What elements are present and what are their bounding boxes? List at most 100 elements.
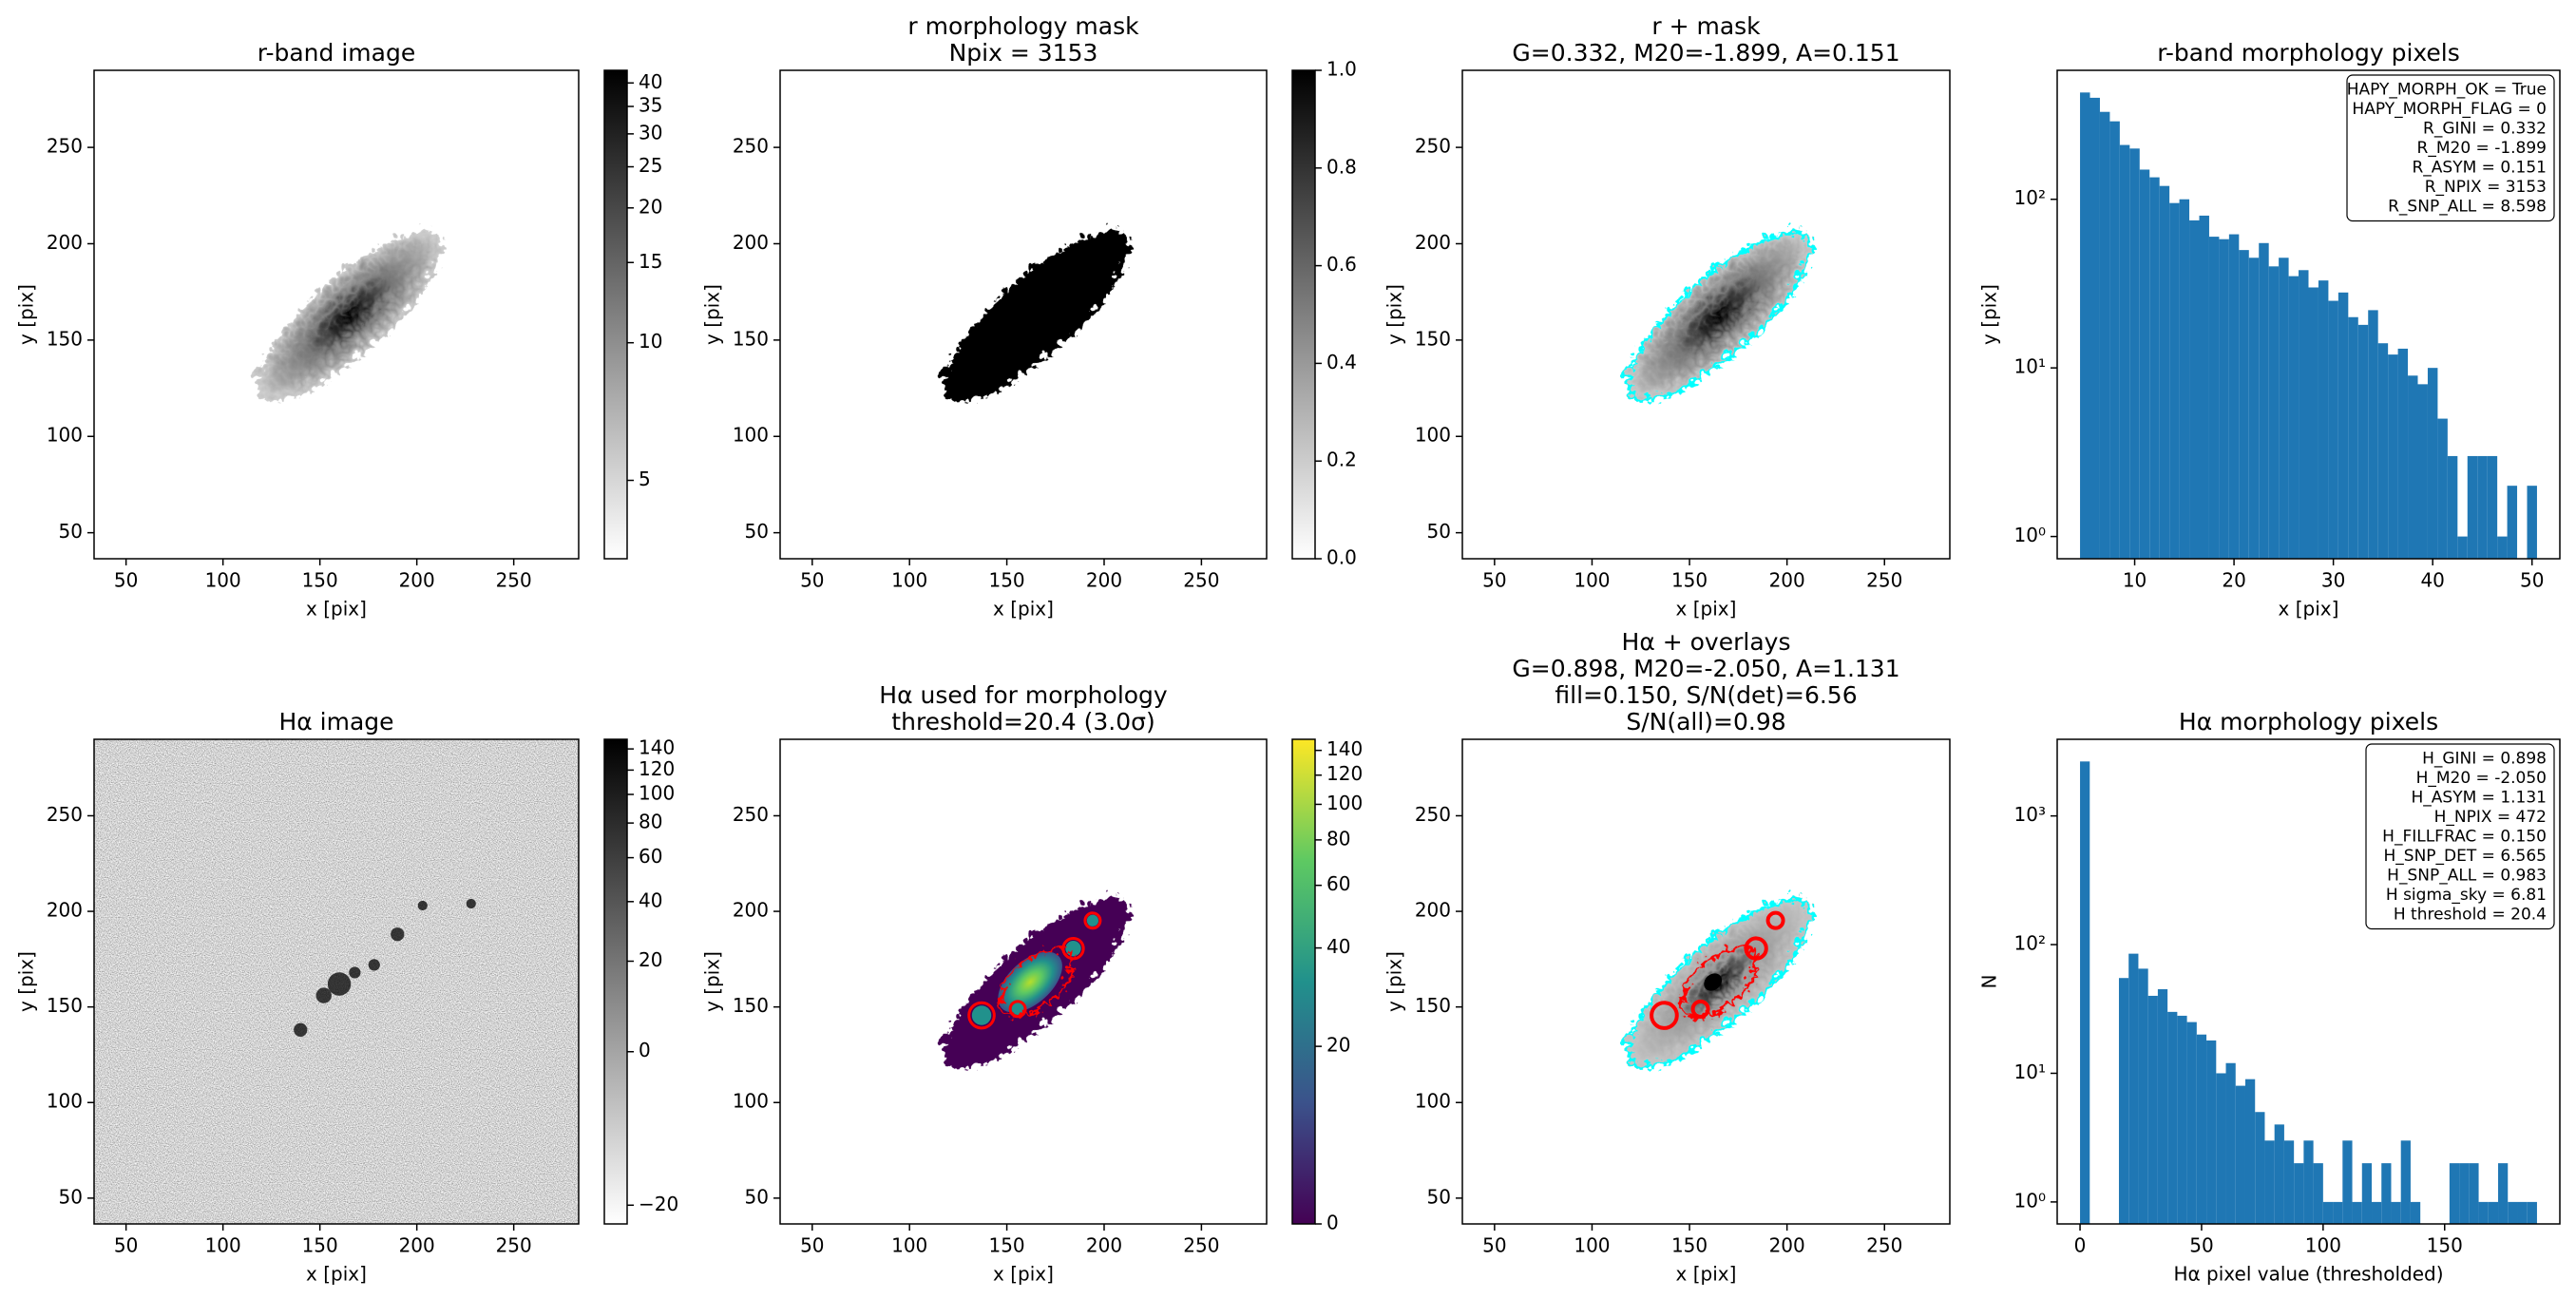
bar <box>2361 1163 2373 1224</box>
threshold-contour <box>992 946 1068 1018</box>
bar <box>2099 111 2110 559</box>
bar <box>2508 1201 2518 1224</box>
y-axis-label: y [pix] <box>701 951 724 1012</box>
bar <box>2288 276 2299 559</box>
annotation-text: H threshold = 20.4 <box>2394 905 2547 924</box>
y-tick-label: 150 <box>47 327 83 350</box>
plot-area <box>250 229 437 401</box>
colorbar-tick-label: 120 <box>639 757 675 780</box>
bar <box>2219 239 2229 559</box>
bar <box>2328 300 2338 559</box>
annotation-text: HAPY_MORPH_FLAG = 0 <box>2352 100 2547 119</box>
colorbar-tick-label: 1.0 <box>1326 58 1357 81</box>
y-tick-label: 100 <box>47 424 83 447</box>
y-tick-label: 150 <box>733 327 769 350</box>
colorbar-tick-label: 0.2 <box>1326 449 1357 471</box>
y-axis-label: y [pix] <box>701 284 724 345</box>
y-tick-label: 50 <box>59 520 83 543</box>
bar <box>2427 368 2438 559</box>
emission-blob <box>368 959 380 971</box>
y-tick-label: 250 <box>1415 135 1451 158</box>
bar <box>2235 1085 2245 1224</box>
y-tick-label: 10¹ <box>2014 355 2046 378</box>
colorbar <box>603 738 628 1225</box>
x-tick-label: 100 <box>891 569 927 592</box>
emission-blob <box>294 1022 308 1037</box>
x-tick-label: 200 <box>1769 1234 1805 1257</box>
annotation-text: H_SNP_ALL = 0.983 <box>2387 866 2547 885</box>
bar <box>2303 1140 2314 1224</box>
bar <box>2279 258 2289 559</box>
x-axis-label: x [pix] <box>993 598 1054 621</box>
colorbar-tick-label: 0 <box>1326 1212 1339 1234</box>
chart-title: G=0.332, M20=-1.899, A=0.151 <box>1512 39 1899 67</box>
bar <box>2408 375 2418 559</box>
bar <box>2264 1140 2275 1224</box>
plot-area <box>94 739 579 1224</box>
bar <box>2118 978 2129 1224</box>
bar <box>2149 177 2160 559</box>
axes-frame <box>779 69 1268 560</box>
bar <box>2239 250 2249 559</box>
x-tick-label: 50 <box>2520 569 2544 592</box>
mask-contour <box>1619 228 1807 402</box>
y-tick-label: 100 <box>733 424 769 447</box>
threshold-contour <box>1690 999 1710 1019</box>
bar <box>2437 418 2448 559</box>
bar <box>2259 242 2269 559</box>
colorbar-tick-label: 0.0 <box>1326 546 1357 569</box>
y-tick-label: 50 <box>745 1185 769 1208</box>
colorbar-tick-label: 120 <box>1326 762 1363 785</box>
colorbar-tick-label: 0.8 <box>1326 155 1357 178</box>
y-tick-label: 200 <box>1415 231 1451 254</box>
x-tick-label: 250 <box>1183 569 1219 592</box>
x-tick-label: 50 <box>1482 1234 1506 1257</box>
axes-frame <box>93 69 580 560</box>
x-axis-label: Hα pixel value (thresholded) <box>2173 1263 2443 1286</box>
y-tick-label: 100 <box>1415 1090 1451 1113</box>
x-tick-label: 100 <box>1574 569 1610 592</box>
bar <box>2488 1201 2499 1224</box>
bar <box>2139 169 2150 559</box>
colorbar-tick-label: 60 <box>1326 872 1350 895</box>
plot-area <box>936 229 1124 401</box>
bar <box>2337 292 2349 559</box>
x-tick-label: 200 <box>1769 569 1805 592</box>
x-tick-label: 250 <box>1183 1234 1219 1257</box>
bar <box>2255 1112 2265 1224</box>
threshold-contour <box>1083 911 1102 930</box>
plot-area <box>936 896 1124 1068</box>
bar <box>2417 384 2428 559</box>
y-tick-label: 200 <box>47 231 83 254</box>
colorbar-tick-label: 15 <box>639 250 662 273</box>
bar <box>2186 1022 2197 1224</box>
bar <box>2119 144 2130 559</box>
y-tick-label: 10³ <box>2014 803 2046 826</box>
bar <box>2206 1040 2217 1224</box>
bar <box>2196 1034 2207 1224</box>
bar <box>2225 1062 2236 1224</box>
x-axis-label: x [pix] <box>1676 598 1737 621</box>
y-tick-label: 10⁰ <box>2014 524 2046 546</box>
colorbar-tick-label: 35 <box>639 94 662 117</box>
emission-blob <box>466 898 476 909</box>
bar <box>2467 455 2478 559</box>
chart-title: Hα image <box>278 708 393 735</box>
mask <box>936 229 1124 401</box>
bar <box>2527 1201 2537 1224</box>
chart-title: Hα + overlays <box>1622 628 1791 656</box>
bar <box>2397 348 2409 559</box>
bar <box>2487 455 2498 559</box>
colorbar-tick-label: 40 <box>639 888 662 911</box>
colorbar-tick-label: 20 <box>639 195 662 218</box>
bar <box>2527 486 2537 559</box>
y-axis-label: y [pix] <box>1978 284 2001 345</box>
x-tick-label: 100 <box>2305 1234 2341 1257</box>
bar <box>2080 761 2090 1224</box>
chart-title: threshold=20.4 (3.0σ) <box>891 708 1154 735</box>
x-tick-label: 50 <box>114 1234 138 1257</box>
x-tick-label: 50 <box>800 569 824 592</box>
bar <box>2294 1163 2304 1224</box>
bar <box>2457 536 2468 559</box>
